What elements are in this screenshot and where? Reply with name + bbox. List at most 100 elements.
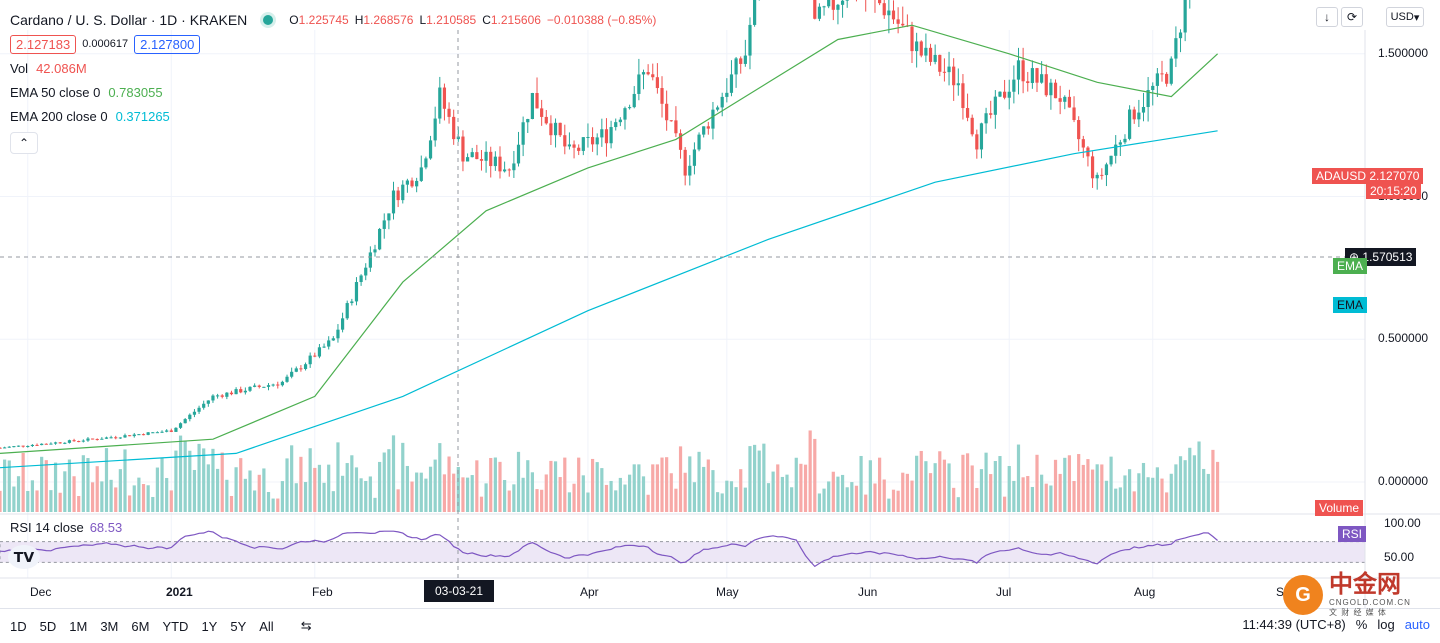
candle-body [1178,32,1183,39]
candle-body [1160,73,1164,75]
fullscreen-button[interactable]: ⟳ [1341,7,1363,27]
candle-body [63,442,67,444]
range-3m-button[interactable]: 3M [100,618,119,634]
candle-body [507,169,511,171]
range-all-button[interactable]: All [259,618,274,634]
rsi-100-label: 100.00 [1384,516,1421,530]
volume-bar [243,478,247,512]
candle-body [910,26,914,52]
candle-body [882,3,886,16]
candle-body [1137,112,1141,120]
rsi-indicator-value: 68.53 [89,520,123,535]
candle-body [1100,174,1104,176]
buy-button[interactable]: 2.127800 [134,34,201,54]
range-1y-button[interactable]: 1Y [201,618,218,634]
symbol-title[interactable]: Cardano / U. S. Dollar · 1D · KRAKEN [10,12,248,28]
volume-bar [63,471,67,512]
range-5d-button[interactable]: 5D [39,618,57,634]
candle-body [706,126,710,129]
plus-circle-icon[interactable]: ⊕ [1349,250,1360,264]
vol-indicator-value: 42.086M [36,60,87,76]
volume-bar [961,454,965,512]
ema200-indicator-name[interactable]: EMA 200 close 0 [10,108,108,124]
clock-timezone[interactable]: 11:44:39 (UTC+8) [1242,617,1346,632]
candle-body [433,118,437,141]
candle-body [822,6,826,8]
auto-toggle[interactable]: auto [1404,617,1430,632]
volume-bar [461,477,465,512]
volume-bar [549,460,553,512]
candle-body [678,133,683,150]
volume-bar [720,493,724,512]
range-6m-button[interactable]: 6M [131,618,150,634]
volume-bar [1086,459,1090,512]
candle-body [95,439,99,441]
percent-toggle[interactable]: % [1355,617,1368,632]
symbol-price-tag: ADAUSD 2.127070 [1312,168,1424,184]
volume-bar [590,458,595,512]
log-toggle[interactable]: log [1377,617,1395,632]
time-label-jul: Jul [996,585,1012,599]
volume-bar [410,481,414,512]
candle-body [81,440,85,442]
volume-bar [827,481,831,512]
candle-body [840,0,845,5]
volume-bar [762,443,766,512]
candle-body [1146,90,1150,107]
volume-bar [67,459,72,512]
candle-body [1095,174,1099,179]
candlesticks [0,0,1191,449]
volume-bar [141,484,146,512]
ema50-indicator-name[interactable]: EMA 50 close 0 [10,84,101,100]
candle-body [646,72,650,75]
rsi-legend[interactable]: RSI 14 close 68.53 [10,520,122,535]
volume-bar [100,481,104,512]
candle-body [567,144,572,147]
candle-body [553,122,558,136]
volume-bar [924,461,928,512]
rsi-50-label: 50.00 [1384,550,1415,564]
vol-indicator-name[interactable]: Vol [10,60,29,76]
symbol-tag-price: 2.127070 [1369,169,1420,183]
volume-bar [956,497,960,512]
candle-body [827,0,831,7]
volume-bar [660,457,664,512]
candle-body [206,400,210,404]
volume-bar [118,469,122,512]
volume-bar [327,464,331,512]
candle-body [540,108,544,117]
download-button[interactable]: ↓ [1316,7,1338,27]
candle-body [253,385,257,387]
volume-bar [979,469,984,512]
range-5y-button[interactable]: 5Y [230,618,247,634]
volume-bar [521,477,525,512]
candle-body [979,123,984,150]
volume-bar [938,451,942,512]
candle-body [345,303,349,319]
cngold-watermark: G 中金网 CNGOLD.COM.CN 文 财 经 媒 体 [1283,572,1411,618]
collapse-legend-button[interactable]: ⌃ [10,132,38,154]
candle-body [53,442,58,444]
tradingview-logo-icon[interactable]: 𝗧𝗩 [8,545,40,569]
candle-body [174,427,178,432]
time-label-apr: Apr [580,585,599,599]
volume-bar [109,479,113,512]
sell-button[interactable]: 2.127183 [10,34,77,54]
volume-bar [512,484,516,512]
candle-body [183,419,187,424]
candle-body [1109,155,1113,165]
range-ytd-button[interactable]: YTD [162,618,189,634]
currency-select[interactable]: USD ▾ [1386,7,1424,27]
volume-bar [493,457,497,512]
range-1m-button[interactable]: 1M [69,618,88,634]
candle-body [942,71,947,73]
range-1d-button[interactable]: 1D [10,618,27,634]
volume-bar [498,461,502,512]
volume-bar [90,482,95,512]
candle-body [512,163,516,171]
volume-bar [915,455,919,512]
candle-body [1127,109,1132,139]
candle-body [581,137,585,151]
compare-icon[interactable]: ⇆ [300,618,312,633]
